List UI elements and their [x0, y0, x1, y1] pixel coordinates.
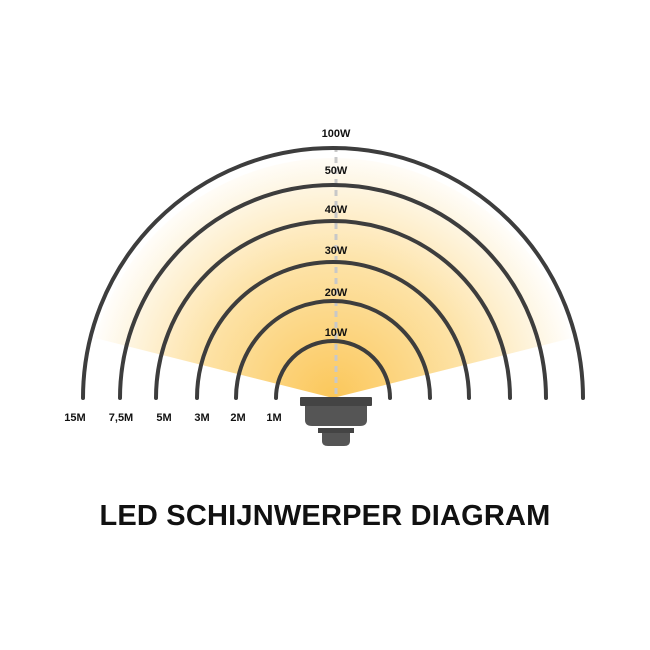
power-label: 50W: [325, 165, 348, 177]
range-arc-20w: [234, 299, 432, 400]
range-arc-10w: [274, 339, 392, 400]
floodlight-lamp: [300, 397, 372, 446]
distance-label: 3M: [194, 412, 209, 424]
power-label: 40W: [325, 204, 348, 216]
range-arc-40w: [154, 219, 512, 400]
power-label: 20W: [325, 287, 348, 299]
distance-label: 7,5M: [109, 412, 133, 424]
light-beam: [95, 157, 572, 398]
distance-label: 5M: [156, 412, 171, 424]
range-arc-100w: [81, 146, 585, 400]
distance-label: 1M: [266, 412, 281, 424]
distance-label: 15M: [64, 412, 85, 424]
range-arc-50w: [118, 183, 548, 400]
range-arc-30w: [195, 260, 471, 400]
diagram-title: LED SCHIJNWERPER DIAGRAM: [99, 500, 551, 532]
distance-label: 2M: [230, 412, 245, 424]
power-label: 10W: [325, 327, 348, 339]
power-label: 30W: [325, 245, 348, 257]
power-label: 100W: [322, 128, 351, 140]
